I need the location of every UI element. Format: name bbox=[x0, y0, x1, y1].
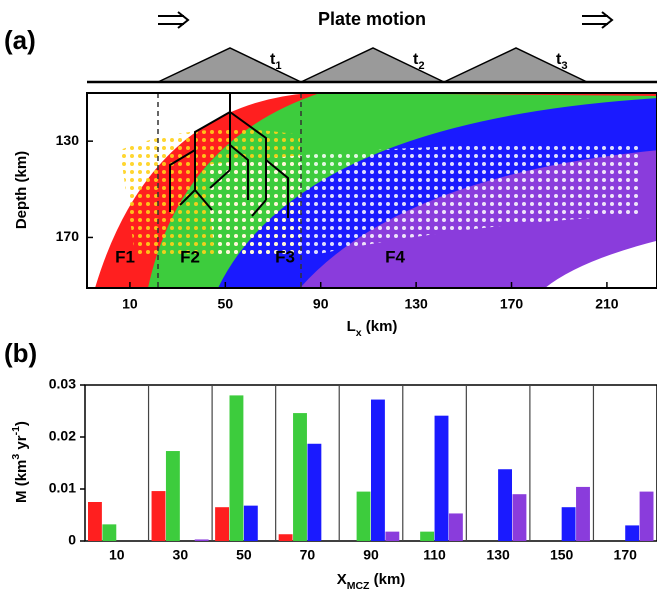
y-tick-label: 0.03 bbox=[49, 376, 76, 392]
bar bbox=[278, 534, 293, 541]
x-tick-label: 90 bbox=[363, 547, 379, 563]
x-axis-label-part: (km) bbox=[362, 318, 398, 335]
x-tick-label: 30 bbox=[173, 547, 189, 563]
y-axis-label-part: yr bbox=[13, 435, 30, 454]
panel-label: (a) bbox=[4, 25, 36, 55]
time-label-part: 1 bbox=[275, 60, 281, 72]
y-axis-label-part: 3 bbox=[10, 454, 22, 460]
bar bbox=[576, 486, 590, 541]
time-label: t1 bbox=[270, 51, 282, 72]
arrow bbox=[158, 11, 614, 29]
time-label-part: t bbox=[270, 51, 276, 68]
x-tick-label: 170 bbox=[614, 547, 638, 563]
x-axis-label-part: (km) bbox=[369, 571, 405, 588]
x-axis-label-part: L bbox=[347, 318, 356, 335]
x-tick-label: 170 bbox=[500, 296, 524, 312]
x-tick-label: 50 bbox=[218, 296, 234, 312]
bar bbox=[625, 525, 640, 541]
bar bbox=[512, 494, 527, 541]
x-tick-label: 210 bbox=[595, 296, 619, 312]
bar bbox=[385, 531, 400, 541]
x-tick-label: 90 bbox=[313, 296, 329, 312]
chart-title: Plate motion bbox=[318, 9, 426, 29]
region-label: F1 bbox=[115, 247, 135, 266]
x-tick-label: 10 bbox=[109, 547, 125, 563]
x-tick-label: 130 bbox=[404, 296, 428, 312]
y-axis-label-part: M (km bbox=[13, 460, 30, 503]
time-label: t3 bbox=[556, 51, 568, 72]
bar bbox=[293, 413, 307, 541]
y-tick-label: 170 bbox=[56, 228, 80, 244]
x-tick-label: 50 bbox=[236, 547, 252, 563]
x-axis-label-part: X bbox=[337, 571, 347, 588]
bar bbox=[151, 491, 166, 541]
y-tick-label: 0.01 bbox=[49, 480, 76, 496]
bar bbox=[229, 395, 244, 541]
time-label-part: t bbox=[556, 51, 562, 68]
y-tick-label: 0.02 bbox=[49, 428, 76, 444]
panel-label: (b) bbox=[4, 338, 37, 368]
region-label: F3 bbox=[275, 247, 295, 266]
y-axis-label-part: -1 bbox=[10, 426, 22, 435]
triangle bbox=[157, 47, 588, 83]
bar bbox=[420, 531, 435, 541]
x-tick-label: 10 bbox=[122, 296, 138, 312]
bar bbox=[194, 539, 209, 541]
dashed-line bbox=[157, 93, 302, 288]
tree bbox=[169, 93, 289, 218]
x-axis-label-part: x bbox=[356, 327, 362, 339]
x-axis-label: XMCZ (km) bbox=[337, 571, 406, 592]
bar bbox=[639, 491, 654, 541]
bar bbox=[371, 399, 385, 541]
y-axis-label: M (km3 yr-1) bbox=[10, 421, 30, 503]
bar bbox=[88, 502, 102, 541]
time-label-part: t bbox=[413, 51, 419, 68]
bar bbox=[243, 505, 258, 541]
x-tick-label: 110 bbox=[423, 547, 446, 563]
bar bbox=[356, 491, 371, 541]
plot-frame bbox=[86, 92, 657, 289]
x-axis-label: Lx (km) bbox=[347, 318, 398, 339]
x-tick-label: 70 bbox=[300, 547, 316, 563]
time-label-part: 2 bbox=[418, 60, 424, 72]
y-axis-label: Depth (km) bbox=[13, 151, 30, 229]
time-label: t2 bbox=[413, 51, 425, 72]
y-axis-label-part: ) bbox=[13, 421, 30, 426]
bar bbox=[215, 507, 229, 541]
bar bbox=[448, 513, 463, 541]
bar bbox=[307, 443, 322, 541]
y-tick-label: 0 bbox=[68, 532, 76, 548]
bar bbox=[102, 524, 117, 541]
bar bbox=[561, 507, 576, 541]
bar bbox=[434, 415, 449, 541]
region-label: F4 bbox=[385, 247, 405, 266]
x-axis-label-part: MCZ bbox=[347, 580, 370, 592]
bar bbox=[165, 451, 180, 541]
region-label: F2 bbox=[180, 247, 200, 266]
x-tick-label: 130 bbox=[486, 547, 510, 563]
bar bbox=[498, 469, 512, 541]
regions bbox=[87, 93, 657, 288]
y-tick-label: 130 bbox=[56, 132, 80, 148]
x-tick-label: 150 bbox=[550, 547, 574, 563]
time-label-part: 3 bbox=[561, 60, 567, 72]
